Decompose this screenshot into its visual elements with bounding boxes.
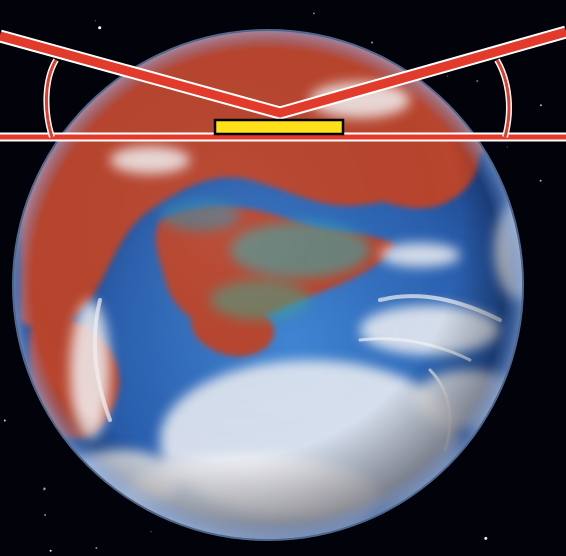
star — [539, 104, 542, 107]
star — [98, 26, 102, 30]
star — [95, 547, 98, 549]
left-arc — [44, 59, 58, 138]
star — [3, 419, 6, 422]
star — [44, 514, 46, 516]
star — [539, 179, 542, 182]
star — [476, 79, 479, 83]
star — [371, 41, 374, 44]
star — [43, 487, 46, 490]
planet-globe-icon — [12, 29, 524, 541]
star — [43, 489, 45, 491]
star — [150, 531, 152, 533]
v-frame — [0, 27, 566, 118]
stars — [3, 12, 542, 552]
star — [313, 12, 315, 15]
overlay-frame — [0, 25, 566, 142]
star — [94, 20, 97, 22]
star — [484, 536, 488, 540]
highlight-bar — [213, 118, 345, 136]
star — [506, 146, 508, 148]
star — [49, 549, 52, 552]
right-arc — [495, 59, 511, 138]
planet-atmosphere — [12, 29, 524, 541]
star — [446, 75, 449, 77]
